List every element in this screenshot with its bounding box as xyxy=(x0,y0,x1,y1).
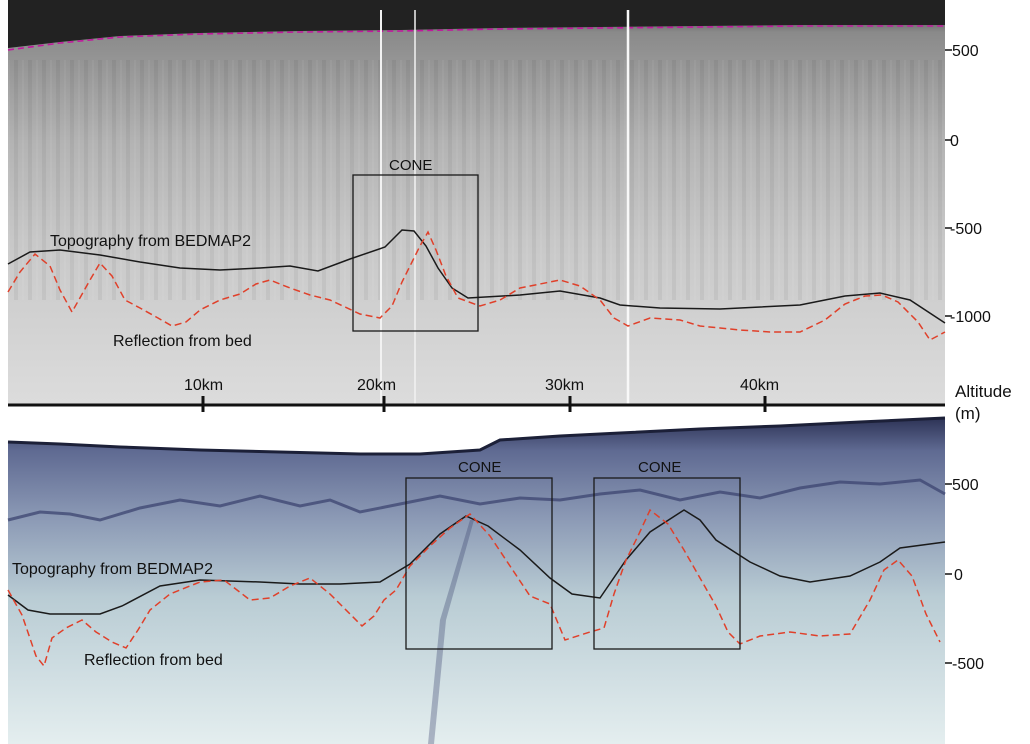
bottom-bed-reflection xyxy=(7,508,941,668)
bottom-topography-line xyxy=(7,509,946,615)
top-radar-texture xyxy=(8,60,945,300)
top-cone-label: CONE xyxy=(389,157,432,174)
top-panel: CONE Topography from BEDMAP2 Reflection … xyxy=(7,0,991,404)
bottom-cone-box-2 xyxy=(593,477,741,650)
bottom-cone-label-2: CONE xyxy=(638,459,681,476)
altitude-axis-label: Altitude xyxy=(955,382,1012,401)
bottom-internal-layer xyxy=(7,478,946,522)
distance-tick-label: 20km xyxy=(357,377,396,394)
top-surface-band xyxy=(8,0,945,48)
bottom-y-axis: 500 0 -500 xyxy=(945,477,984,673)
distance-tick-label: 10km xyxy=(184,377,223,394)
top-y-tick-label: 500 xyxy=(952,43,979,60)
top-bed-reflection xyxy=(7,230,946,341)
bottom-cone-label-1: CONE xyxy=(458,459,501,476)
top-y-tick-label: -1000 xyxy=(950,309,991,326)
top-y-tick-label: 0 xyxy=(950,133,959,150)
altitude-axis-unit: (m) xyxy=(955,404,981,423)
distance-axis: 10km 20km 30km 40km xyxy=(8,377,945,416)
top-topography-line xyxy=(7,229,946,324)
bottom-topography-label: Topography from BEDMAP2 xyxy=(12,561,213,578)
distance-tick-label: 40km xyxy=(740,377,779,394)
bottom-bed-label: Reflection from bed xyxy=(84,652,223,669)
bottom-plume xyxy=(428,520,474,744)
bottom-panel: CONE CONE Topography from BEDMAP2 Reflec… xyxy=(7,412,984,744)
distance-tick-label: 30km xyxy=(545,377,584,394)
top-surface-trace xyxy=(7,25,945,51)
bottom-cone-box-1 xyxy=(405,477,553,650)
bottom-surface-trace xyxy=(7,416,946,456)
top-bed-label: Reflection from bed xyxy=(113,333,252,350)
top-cone-box xyxy=(352,174,479,332)
top-topography-label: Topography from BEDMAP2 xyxy=(50,233,251,250)
top-y-tick-label: -500 xyxy=(950,221,982,238)
bottom-y-tick-label: -500 xyxy=(952,656,984,673)
bottom-y-tick-label: 0 xyxy=(954,567,963,584)
top-y-axis: 500 0 -500 -1000 xyxy=(945,43,991,326)
bottom-y-tick-label: 500 xyxy=(952,477,979,494)
